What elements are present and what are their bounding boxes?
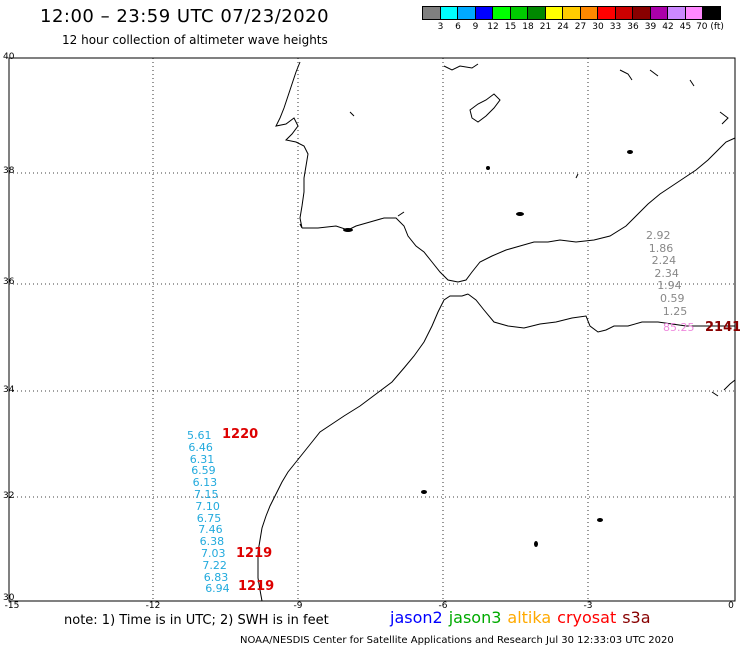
- colorbar-label: 3: [437, 22, 444, 32]
- wave-height-value: 5.61: [187, 429, 212, 442]
- wave-height-value: 7.15: [194, 488, 219, 501]
- wave-height-value: 6.75: [196, 511, 222, 525]
- gridlines: [9, 58, 735, 601]
- colorbar-label: 36: [627, 22, 639, 32]
- wave-height-value: 1.94: [657, 279, 682, 293]
- wave-height-value: 6.31: [189, 452, 215, 466]
- lat-label-32: 32: [3, 491, 15, 501]
- satellite-legend: jason2 jason3 altika cryosat s3a: [390, 608, 657, 627]
- wave-height-value: 7.46: [198, 523, 223, 537]
- map-frame: [8, 57, 736, 602]
- lon-label-9w: -9: [293, 601, 303, 611]
- colorbar-label: 33: [609, 22, 622, 32]
- wave-height-value: 7.10: [195, 499, 220, 513]
- wave-height-value: 6.94: [205, 582, 230, 596]
- colorbar-label: 24: [557, 22, 569, 32]
- chart-title: 12:00 – 23:59 UTC 07/23/2020: [40, 6, 330, 27]
- east-last-value: 85.25: [663, 321, 695, 334]
- footer-note: note: 1) Time is in UTC; 2) SWH is in fe…: [64, 613, 329, 628]
- colorbar-label: 39: [644, 22, 657, 32]
- wave-height-value: 1.25: [662, 304, 688, 318]
- colorbar-label: 9: [472, 22, 479, 32]
- colorbar-label: 18: [522, 22, 534, 32]
- wave-height-value: 6.59: [191, 464, 216, 478]
- wave-height-value: 2.24: [651, 254, 677, 268]
- wave-height-value: 6.38: [199, 535, 225, 549]
- legend-jason2: jason2: [390, 608, 443, 627]
- colorbar-label: 6: [455, 22, 461, 32]
- colorbar-label: 27: [574, 22, 587, 32]
- east-time-label: 2141: [705, 320, 740, 335]
- colorbar-label: 42: [662, 22, 674, 32]
- wave-height-value: 2.92: [646, 229, 671, 242]
- colorbar-label: 30: [592, 22, 604, 32]
- west-time-label: 1219: [238, 579, 275, 594]
- lon-label-0: 0: [728, 601, 734, 611]
- legend-s3a: s3a: [622, 608, 651, 627]
- west-time-label: 1220: [222, 427, 259, 442]
- wave-height-value: 7.03: [201, 547, 226, 560]
- colorbar-label: 70 (ft): [696, 22, 724, 32]
- wave-height-value: 6.83: [203, 570, 229, 584]
- wave-height-value: 6.13: [192, 476, 218, 490]
- west-time-label: 1219: [236, 546, 273, 561]
- legend-jason3: jason3: [448, 608, 502, 627]
- colorbar-label: 45: [679, 22, 692, 32]
- wave-height-value: 6.46: [188, 440, 213, 454]
- legend-cryosat: cryosat: [557, 608, 617, 627]
- colorbar-swatch: [702, 6, 721, 20]
- colorbar-label: 21: [539, 22, 552, 32]
- footer-credit: NOAA/NESDIS Center for Satellite Applica…: [240, 635, 674, 646]
- lat-label-36: 36: [3, 277, 15, 287]
- lon-label-12w: -12: [145, 601, 161, 611]
- colorbar: [422, 6, 721, 20]
- coastline: [257, 61, 736, 602]
- lon-label-3w: -3: [583, 601, 593, 611]
- chart-subtitle: 12 hour collection of altimeter wave hei…: [62, 33, 328, 47]
- islands: [343, 150, 633, 547]
- colorbar-label: 12: [487, 22, 499, 32]
- lon-label-6w: -6: [438, 601, 448, 611]
- wave-height-value: 7.22: [202, 558, 227, 572]
- legend-altika: altika: [507, 608, 552, 627]
- wave-height-value: 0.59: [660, 292, 685, 305]
- wave-height-value: 1.86: [648, 241, 674, 255]
- lat-label-34: 34: [3, 385, 15, 395]
- lon-label-15w: -15: [4, 601, 20, 611]
- wave-height-value: 2.34: [654, 266, 679, 280]
- lat-label-40: 40: [3, 52, 15, 62]
- lat-label-38: 38: [3, 166, 15, 176]
- lat-label-30: 30: [3, 593, 15, 603]
- colorbar-label: 15: [504, 22, 517, 32]
- colorbar-labels: 3 6 9 12 15 18 21 24 27 30 33 36 39 42 45 70 (ft): [422, 22, 740, 34]
